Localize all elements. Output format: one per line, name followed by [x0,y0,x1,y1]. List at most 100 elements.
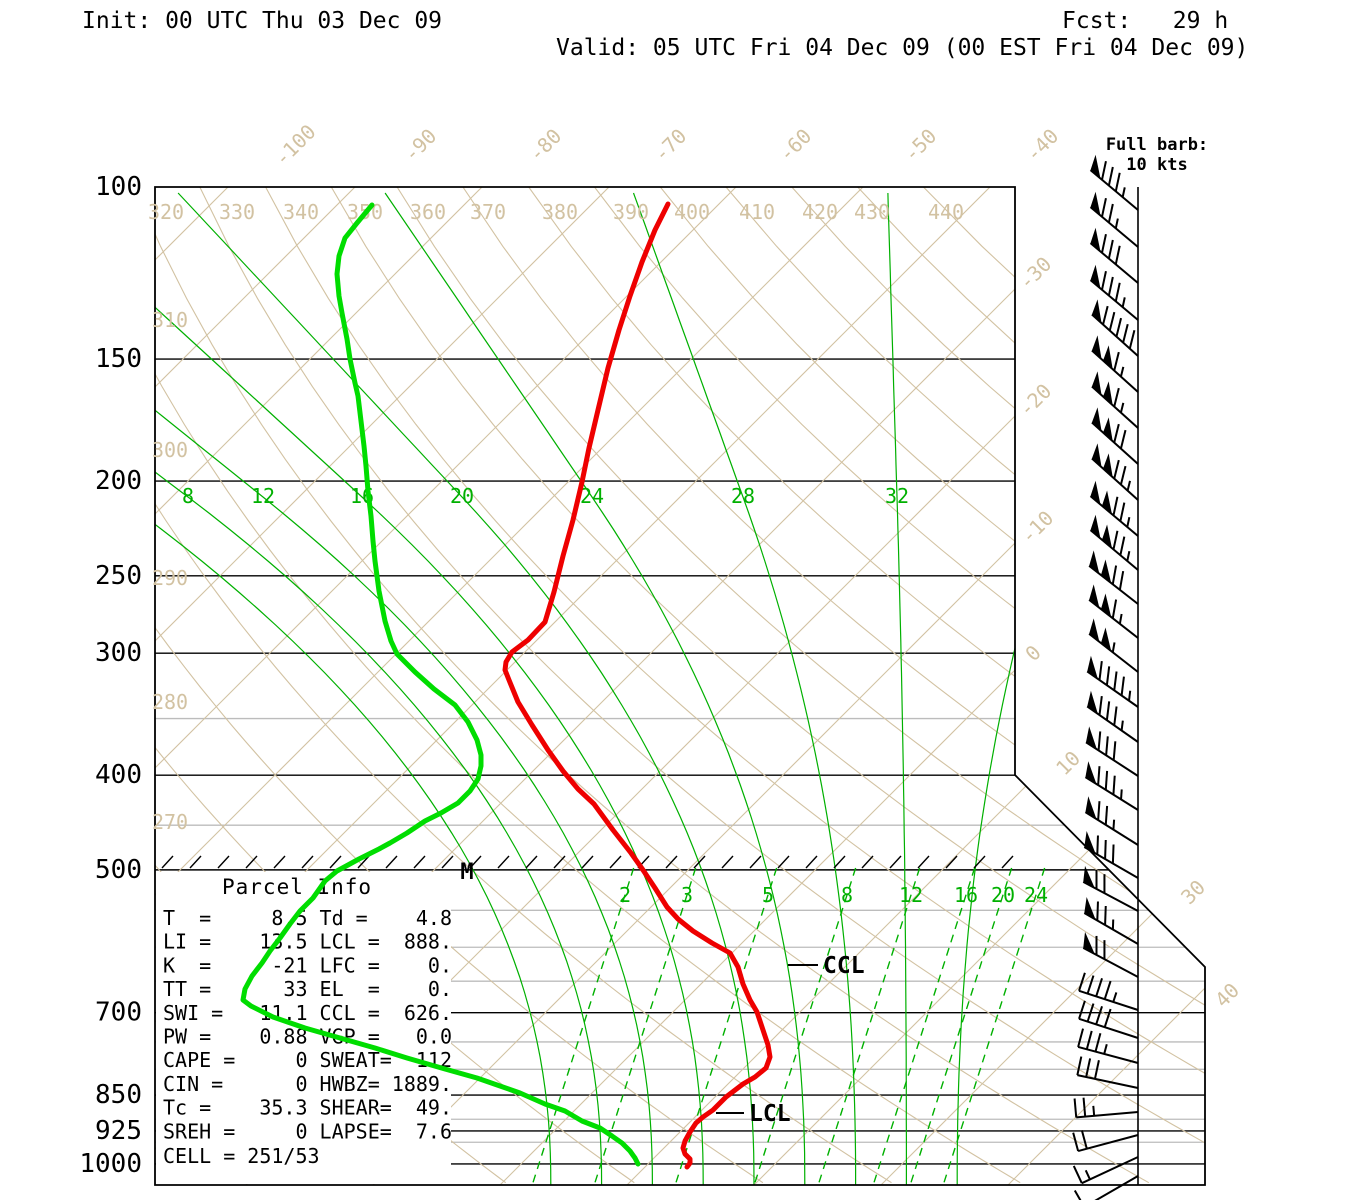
wind-barb [1085,726,1139,777]
wind-barb [1084,761,1139,811]
pressure-axis-label: 400 [95,760,142,790]
mixing-level-marker-m: M [460,860,473,885]
barb-shaft [1089,206,1139,248]
barb-pennant [1083,931,1095,954]
barb-half [1084,1169,1091,1180]
barb-full [1112,741,1117,761]
barb-full [1104,805,1109,825]
barb-full [1082,1097,1087,1117]
parcel-info-row: CAPE = 0 SWEAT= 112 [163,1048,452,1072]
wind-barb [1091,443,1139,501]
barb-full [1115,317,1123,337]
isentrope-label: 410 [739,200,775,224]
isotherm-label: -100 [270,120,321,171]
barb-full [1101,160,1107,180]
barb-half [1126,551,1131,562]
isotherm-label: -60 [774,124,817,167]
moist-adiabat-line [177,192,755,1185]
moist-adiabat-line [155,496,552,1185]
wind-barb [1073,1097,1139,1119]
isentrope-label: 420 [802,200,838,224]
pressure-axis-label: 100 [95,172,142,202]
barb-full [1102,305,1109,325]
hatch-tick [609,855,622,869]
isotherm-line [155,187,864,1185]
wind-barb [1089,191,1139,248]
barb-full [1096,901,1099,921]
moist-adiabat-label: 24 [580,484,604,508]
parcel-info-row: K = -21 LFC = 0. [163,953,452,977]
init-time-label: Init: 00 UTC Thu 03 Dec 09 [82,8,443,34]
wind-barb [1072,1130,1139,1153]
barb-pennant [1091,371,1102,396]
barb-shaft [1089,495,1139,537]
hatch-tick [805,855,818,869]
barb-full [1107,166,1114,186]
barb-half [1111,642,1116,653]
barb-half [1114,218,1119,229]
isentrope-label: 340 [283,200,319,224]
pressure-axis-label: 500 [95,855,142,885]
mixing-ratio-line [817,867,921,1185]
hatch-tick [357,855,370,869]
plot-border [154,186,1206,1186]
wind-barb [1082,865,1139,912]
barb-full [1103,980,1112,1000]
parcel-info-row: Tc = 35.3 SHEAR= 49. [163,1096,452,1120]
forecast-hour-label: Fcst: 29 h [1062,8,1229,34]
isentrope-label: 360 [410,200,446,224]
temperature-trace [502,201,773,1170]
barb-pennant [1084,897,1096,920]
moist-adiabat-label: 32 [885,484,909,508]
barb-shaft [1082,881,1139,912]
barb-half [1112,992,1118,1003]
pressure-axis-label: 150 [95,344,142,374]
barb-shaft [1078,989,1139,1011]
barb-pennant [1103,381,1113,406]
barb-pennant [1086,726,1097,750]
isotherm-label: -70 [649,124,692,167]
isotherm-line [880,187,1205,1185]
barb-pennant [1085,796,1097,820]
barb-full [1122,323,1129,343]
ccl-marker-label: CCL [823,953,865,979]
barb-full [1105,666,1111,686]
mixing-ratio-line [942,867,1046,1185]
barb-full [1113,706,1118,726]
isotherm-line [155,187,483,1185]
moist-adiabat-line [384,192,806,1185]
barb-full [1107,203,1114,223]
dry-adiabat-line [462,187,1205,1184]
moist-adiabat-line [155,384,654,1185]
barb-shaft [1084,811,1139,846]
isentrope-label: 370 [470,200,506,224]
wind-barb [1088,618,1139,673]
barb-full [1096,835,1099,855]
hatch-tick [441,855,454,869]
barb-full [1113,671,1118,691]
isotherm-line [155,187,356,1185]
wind-barb [1091,407,1139,465]
barb-shaft [1091,457,1139,501]
wind-barb [1084,796,1139,846]
moist-adiabat-label: 20 [450,484,474,508]
barb-full [1113,459,1120,479]
valid-time-label: Valid: 05 UTC Fri 04 Dec 09 (00 EST Fri … [556,35,1249,61]
hatch-tick [833,855,846,869]
barb-full [1098,661,1103,681]
wind-barb [1078,972,1139,1011]
hatch-tick [973,855,986,869]
barb-shaft [1077,1074,1139,1089]
barb-full [1097,731,1102,751]
isentrope-label: 390 [613,200,649,224]
isotherm-line [753,187,1205,1185]
isotherm-line [1007,187,1205,1185]
barb-full [1119,465,1127,485]
barb-full [1077,1028,1084,1048]
isotherm-line [626,187,1205,1185]
barb-shaft [1089,242,1139,284]
barb-full [1101,233,1107,253]
barb-full [1086,975,1095,994]
mixing-ratio-label: 3 [681,883,693,907]
